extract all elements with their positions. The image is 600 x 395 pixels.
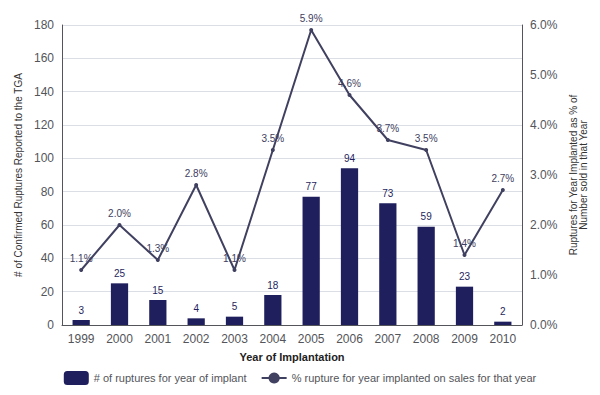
- svg-text:# of ruptures for year of impl: # of ruptures for year of implant: [94, 372, 247, 384]
- svg-text:2007: 2007: [374, 332, 401, 346]
- svg-text:25: 25: [114, 268, 126, 279]
- svg-text:5.9%: 5.9%: [300, 13, 323, 24]
- svg-text:2002: 2002: [183, 332, 210, 346]
- svg-text:2: 2: [500, 306, 506, 317]
- svg-text:20: 20: [41, 285, 55, 299]
- svg-text:1.1%: 1.1%: [223, 253, 246, 264]
- svg-text:2005: 2005: [298, 332, 325, 346]
- svg-text:15: 15: [152, 285, 164, 296]
- svg-text:4.0%: 4.0%: [530, 118, 558, 132]
- svg-text:5: 5: [232, 301, 238, 312]
- svg-text:# of Confirmed Ruptures Report: # of Confirmed Ruptures Reported to the …: [13, 73, 24, 277]
- svg-text:2.0%: 2.0%: [108, 208, 131, 219]
- svg-text:2008: 2008: [413, 332, 440, 346]
- svg-text:2.7%: 2.7%: [491, 173, 514, 184]
- svg-text:77: 77: [306, 181, 318, 192]
- svg-text:1999: 1999: [68, 332, 95, 346]
- svg-text:59: 59: [421, 211, 433, 222]
- svg-text:3: 3: [78, 305, 84, 316]
- svg-text:2004: 2004: [259, 332, 286, 346]
- svg-text:Year of Implantation: Year of Implantation: [239, 351, 344, 363]
- svg-text:2.0%: 2.0%: [530, 218, 558, 232]
- svg-text:5.0%: 5.0%: [530, 68, 558, 82]
- svg-text:Number sold in that Year: Number sold in that Year: [578, 120, 589, 230]
- svg-text:2.8%: 2.8%: [185, 168, 208, 179]
- svg-text:3.5%: 3.5%: [261, 133, 284, 144]
- svg-text:1.3%: 1.3%: [146, 243, 169, 254]
- svg-text:80: 80: [41, 185, 55, 199]
- svg-text:23: 23: [459, 271, 471, 282]
- svg-text:160: 160: [34, 51, 54, 65]
- svg-text:2010: 2010: [489, 332, 516, 346]
- svg-text:2001: 2001: [144, 332, 171, 346]
- svg-text:3.7%: 3.7%: [376, 123, 399, 134]
- svg-text:0.0%: 0.0%: [530, 318, 558, 332]
- svg-text:73: 73: [382, 188, 394, 199]
- svg-text:60: 60: [41, 218, 55, 232]
- svg-text:2003: 2003: [221, 332, 248, 346]
- svg-text:180: 180: [34, 18, 54, 32]
- svg-text:18: 18: [267, 280, 279, 291]
- svg-text:4: 4: [193, 303, 199, 314]
- svg-text:Ruptures for Year Implanted as: Ruptures for Year Implanted as % of: [567, 94, 579, 256]
- svg-text:3.0%: 3.0%: [530, 168, 558, 182]
- svg-text:0: 0: [47, 318, 54, 332]
- svg-text:2000: 2000: [106, 332, 133, 346]
- svg-text:% rupture for year implanted o: % rupture for year implanted on sales fo…: [292, 372, 537, 384]
- svg-text:1.1%: 1.1%: [70, 253, 93, 264]
- svg-text:1.0%: 1.0%: [530, 268, 558, 282]
- svg-text:1.4%: 1.4%: [453, 238, 476, 249]
- svg-text:4.6%: 4.6%: [338, 78, 361, 89]
- svg-text:2009: 2009: [451, 332, 478, 346]
- svg-text:94: 94: [344, 153, 356, 164]
- svg-text:100: 100: [34, 151, 54, 165]
- svg-text:40: 40: [41, 251, 55, 265]
- svg-text:120: 120: [34, 118, 54, 132]
- svg-text:2006: 2006: [336, 332, 363, 346]
- svg-text:3.5%: 3.5%: [415, 133, 438, 144]
- svg-text:6.0%: 6.0%: [530, 18, 558, 32]
- svg-text:140: 140: [34, 85, 54, 99]
